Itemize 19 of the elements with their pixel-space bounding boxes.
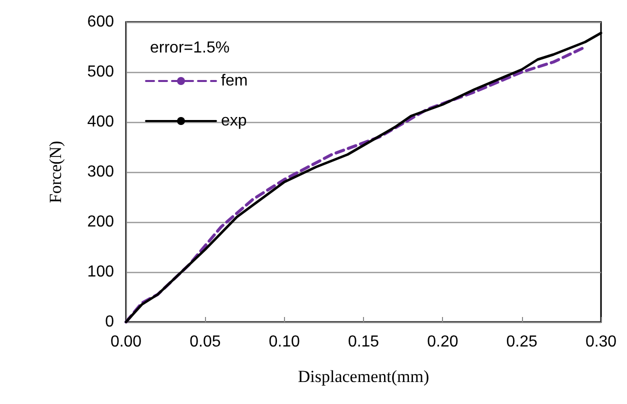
x-tick-label: 0.15 [348, 334, 380, 350]
y-tick-label: 100 [87, 264, 114, 280]
legend-label: fem [221, 72, 248, 90]
annotation: error=1.5% [150, 40, 230, 56]
y-tick-label: 400 [87, 114, 114, 130]
legend-label: exp [221, 112, 247, 130]
x-axis-title: Displacement(mm) [298, 367, 430, 386]
x-tick-label: 0.10 [268, 334, 300, 350]
y-tick-label: 0 [105, 314, 114, 330]
y-tick-label: 500 [87, 64, 114, 80]
y-tick-label: 600 [87, 14, 114, 30]
x-tick-label: 0.05 [190, 334, 221, 350]
y-axis-title: Force(N) [46, 140, 65, 204]
x-tick-label: 0.25 [506, 334, 538, 350]
x-tick-label: 0.30 [585, 334, 617, 350]
y-tick-label: 300 [87, 164, 114, 180]
x-tick-label: 0.20 [427, 334, 458, 350]
x-tick-label: 0.00 [110, 334, 142, 350]
y-tick-label: 200 [87, 214, 114, 230]
